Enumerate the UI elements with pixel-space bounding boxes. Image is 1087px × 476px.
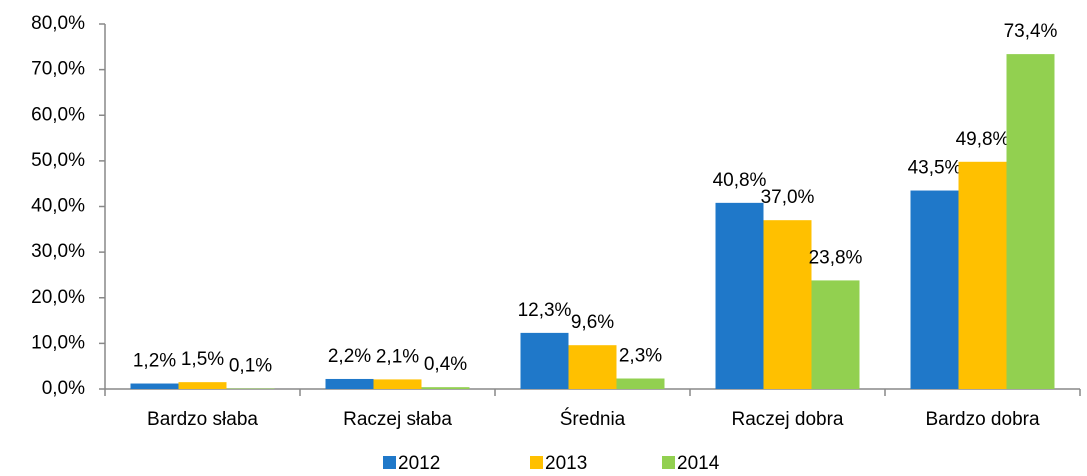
bar (421, 387, 470, 389)
legend-label: 2012 (398, 453, 440, 474)
y-tick-label: 0,0% (42, 378, 85, 399)
y-tick-label: 60,0% (31, 104, 85, 125)
data-label: 23,8% (809, 247, 863, 268)
data-label: 73,4% (1004, 21, 1058, 42)
data-label: 1,2% (133, 351, 176, 372)
bar (373, 379, 422, 389)
x-tick-label: Raczej dobra (732, 409, 844, 430)
data-label: 2,3% (619, 346, 662, 367)
data-label: 2,2% (328, 346, 371, 367)
y-tick-label: 40,0% (31, 196, 85, 217)
legend-label: 2014 (677, 453, 720, 474)
x-tick-label: Bardzo słaba (147, 409, 258, 430)
bar (1006, 54, 1055, 390)
bar (325, 378, 374, 389)
bar (811, 280, 860, 389)
y-tick-label: 80,0% (31, 13, 85, 34)
bar (616, 378, 665, 389)
data-label: 37,0% (761, 187, 815, 208)
bar (763, 220, 812, 389)
bar (715, 202, 764, 389)
data-label: 0,1% (229, 356, 272, 377)
legend-swatch (383, 456, 396, 469)
data-label: 0,4% (424, 354, 467, 375)
data-label: 49,8% (956, 129, 1010, 150)
data-label: 40,8% (713, 170, 767, 191)
data-label: 12,3% (518, 300, 572, 321)
y-tick-label: 70,0% (31, 59, 85, 80)
legend-swatch (662, 456, 675, 469)
legend-label: 2013 (545, 453, 587, 474)
bar (520, 332, 569, 389)
bar (568, 345, 617, 389)
x-tick-label: Bardzo dobra (925, 409, 1040, 430)
bar (958, 161, 1007, 389)
y-tick-label: 50,0% (31, 150, 85, 171)
bar (910, 190, 959, 389)
x-tick-label: Raczej słaba (343, 409, 452, 430)
data-label: 2,1% (376, 346, 419, 367)
y-tick-label: 10,0% (31, 332, 85, 353)
legend-swatch (530, 456, 543, 469)
y-tick-label: 30,0% (31, 241, 85, 262)
data-label: 9,6% (571, 312, 614, 333)
y-tick-label: 20,0% (31, 287, 85, 308)
x-tick-label: Średnia (560, 408, 626, 430)
data-label: 1,5% (181, 349, 224, 370)
bar (178, 382, 227, 389)
data-label: 43,5% (908, 158, 962, 179)
bar (130, 383, 179, 389)
